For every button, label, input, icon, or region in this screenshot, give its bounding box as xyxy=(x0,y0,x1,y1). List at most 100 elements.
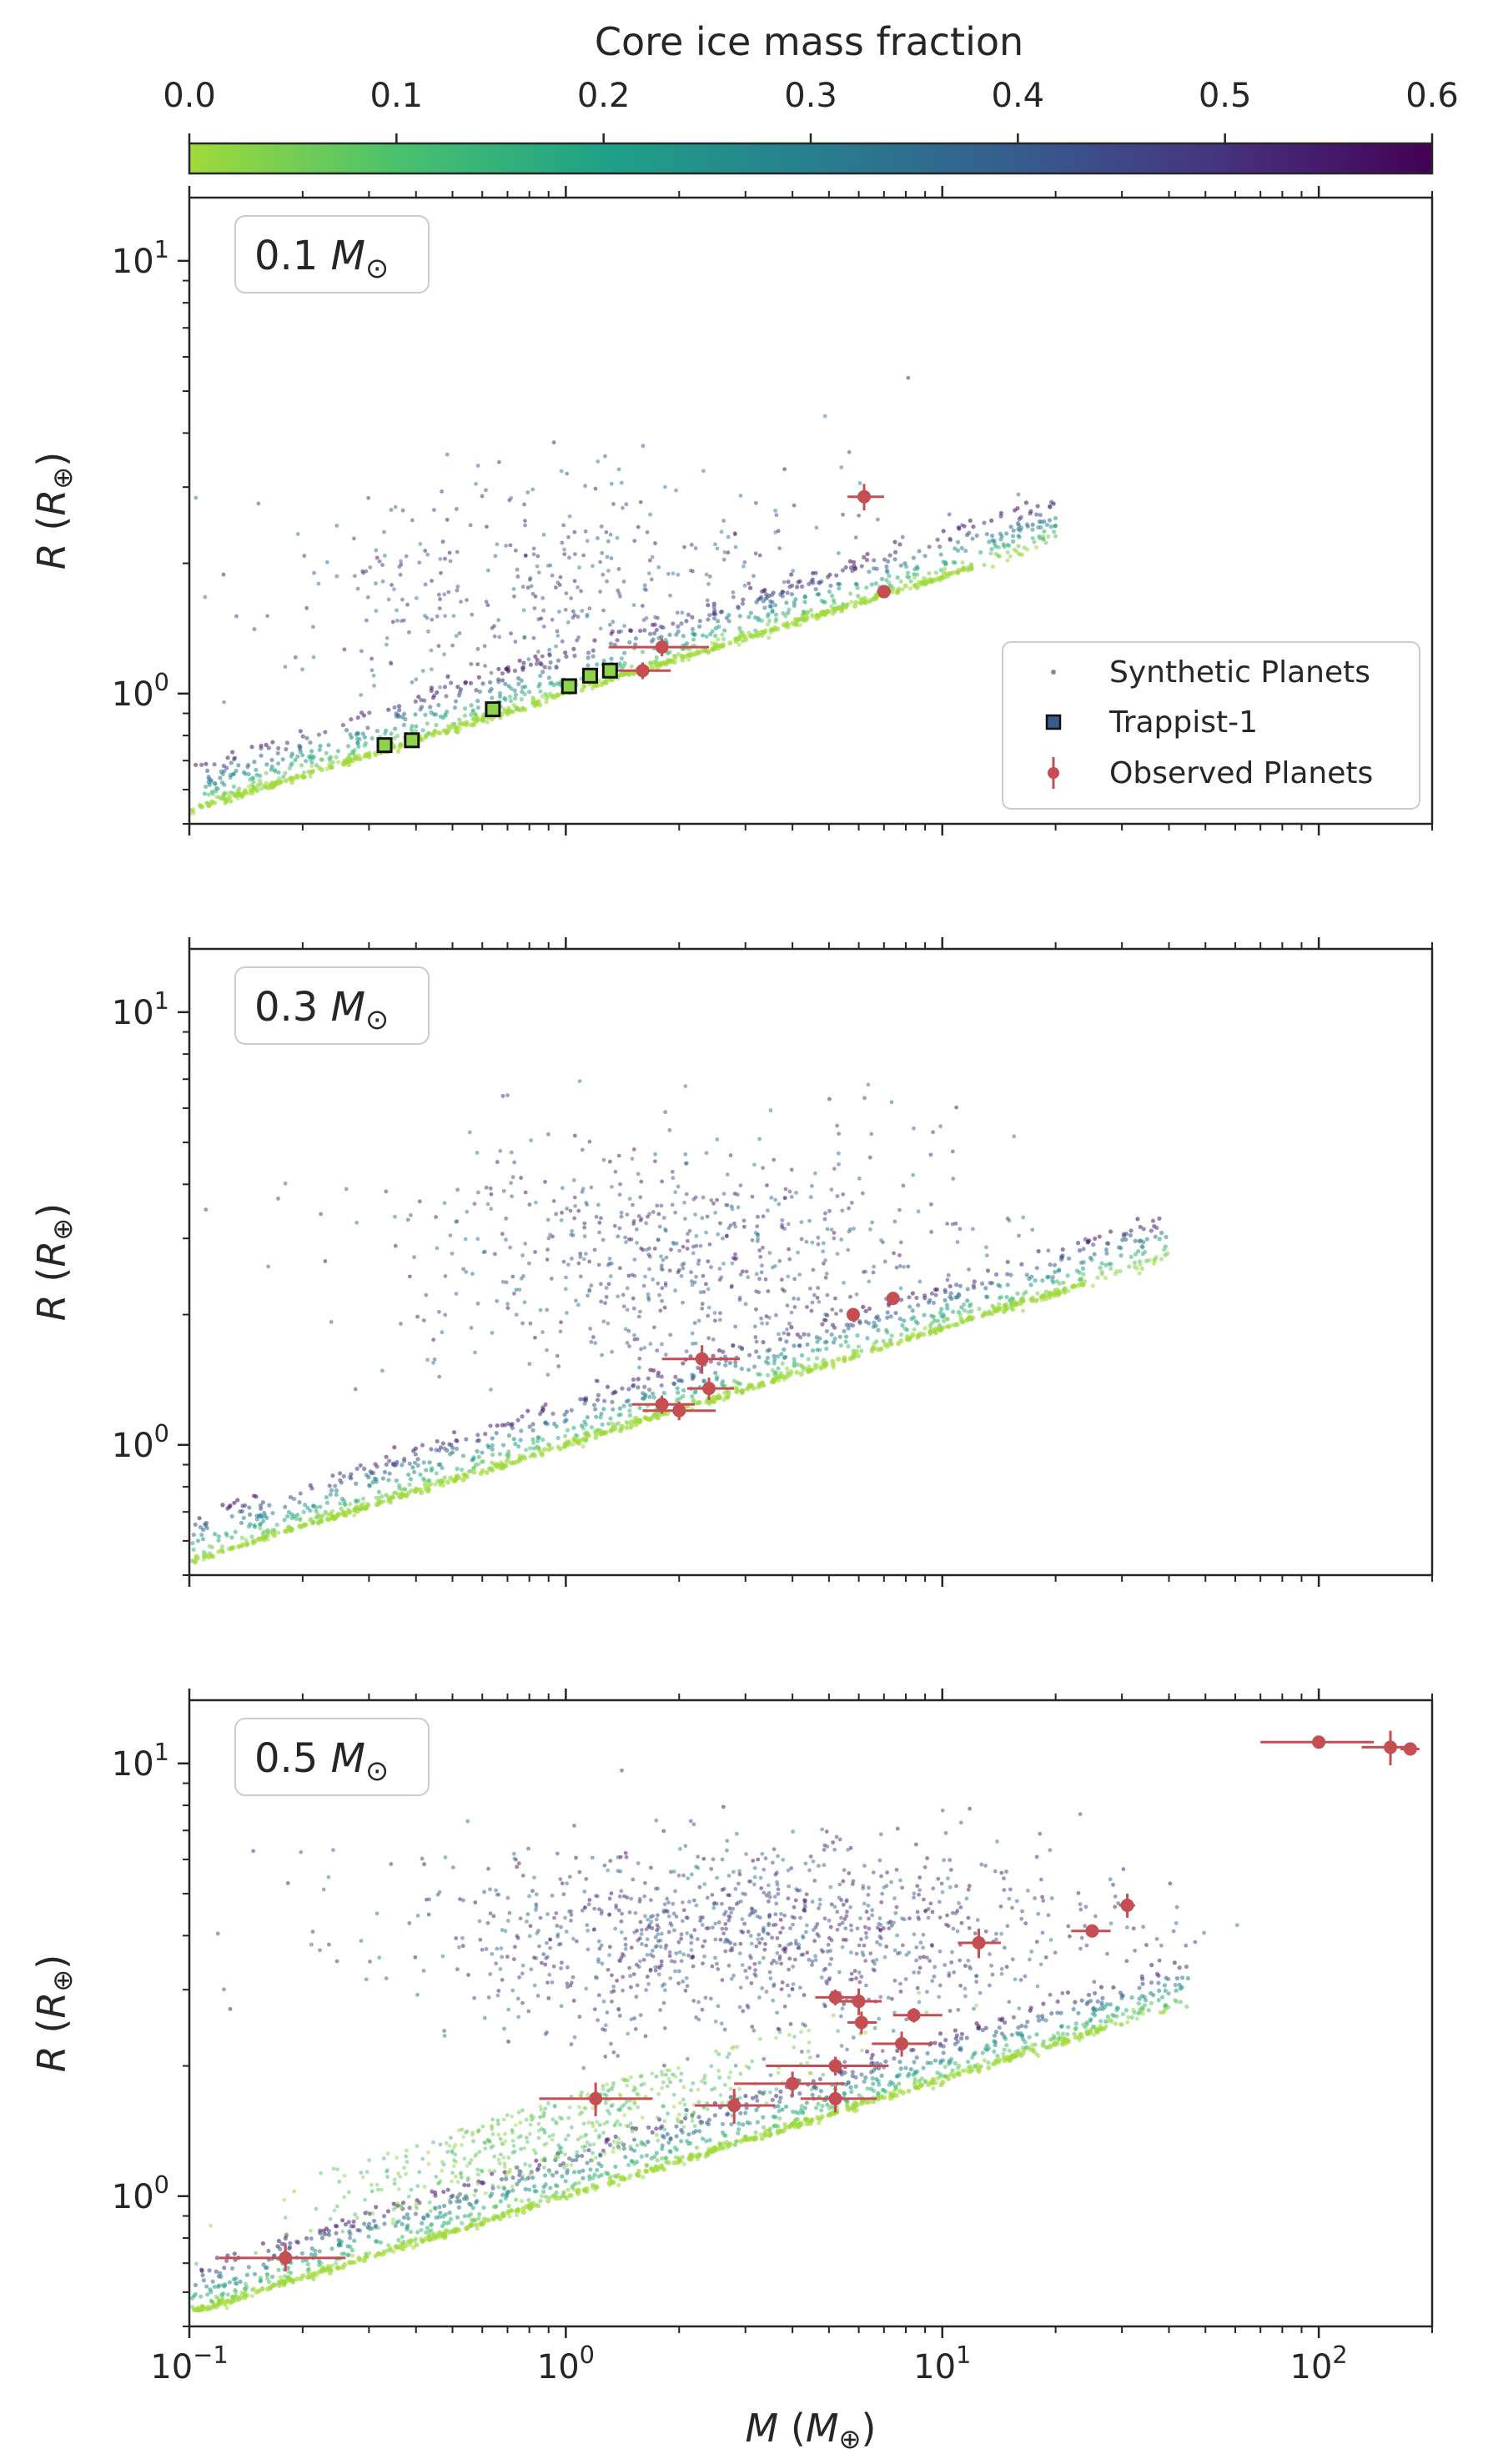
synthetic-planet xyxy=(656,1281,661,1286)
synthetic-planet xyxy=(580,2153,585,2159)
synthetic-planet xyxy=(454,1446,460,1452)
synthetic-planet xyxy=(1164,1234,1169,1240)
synthetic-planet xyxy=(488,2194,493,2199)
synthetic-planet xyxy=(917,1279,922,1284)
synthetic-planet xyxy=(380,1476,385,1481)
synthetic-planet xyxy=(414,595,419,600)
synthetic-planet xyxy=(1124,1232,1129,1237)
synthetic-planet xyxy=(264,770,269,775)
synthetic-planet xyxy=(545,1217,550,1222)
synthetic-planet xyxy=(831,1340,837,1345)
synthetic-planet xyxy=(812,1171,817,1176)
synthetic-planet xyxy=(223,2282,228,2287)
synthetic-planet xyxy=(561,2190,566,2195)
synthetic-planet xyxy=(797,1343,802,1348)
synthetic-planet xyxy=(275,2244,280,2249)
synthetic-planet xyxy=(393,726,398,731)
synthetic-planet xyxy=(475,1150,480,1155)
synthetic-planet xyxy=(679,2120,684,2125)
synthetic-planet xyxy=(534,2158,539,2163)
synthetic-planet xyxy=(1016,492,1021,497)
synthetic-planet xyxy=(1005,550,1010,555)
synthetic-planet xyxy=(1003,2020,1008,2025)
synthetic-planet xyxy=(1134,2016,1139,2021)
synthetic-planet xyxy=(688,568,693,573)
synthetic-planet xyxy=(906,575,912,580)
synthetic-planet xyxy=(562,1419,567,1424)
synthetic-planet xyxy=(892,1251,896,1256)
synthetic-planet xyxy=(537,2162,542,2168)
synthetic-planet xyxy=(731,1342,736,1347)
synthetic-planet xyxy=(631,2137,637,2142)
synthetic-planet xyxy=(428,1481,434,1487)
synthetic-planet xyxy=(1005,1217,1010,1221)
synthetic-planet xyxy=(1023,2024,1028,2029)
synthetic-planet xyxy=(705,1214,710,1219)
synthetic-planet xyxy=(892,2089,897,2094)
synthetic-planet xyxy=(408,2229,414,2235)
synthetic-planet xyxy=(716,1361,721,1366)
synthetic-planet xyxy=(316,732,322,737)
synthetic-planet xyxy=(763,1277,768,1282)
synthetic-planet xyxy=(433,1482,438,1487)
synthetic-planet xyxy=(485,720,490,725)
synthetic-planet xyxy=(409,726,414,732)
synthetic-planet xyxy=(382,553,387,558)
synthetic-planet xyxy=(724,615,729,620)
synthetic-planet xyxy=(1127,1264,1132,1269)
synthetic-planet xyxy=(741,1218,747,1223)
synthetic-planet xyxy=(249,2293,255,2299)
synthetic-planet xyxy=(435,690,440,695)
synthetic-planet xyxy=(500,1093,505,1098)
synthetic-planet xyxy=(203,1522,208,1527)
synthetic-planet xyxy=(878,1346,884,1352)
synthetic-planet xyxy=(777,2116,782,2121)
synthetic-planet xyxy=(457,717,462,722)
synthetic-planet xyxy=(527,1362,532,1367)
synthetic-planet xyxy=(233,2293,238,2298)
synthetic-planet xyxy=(1080,1282,1086,1287)
synthetic-planet xyxy=(1081,1247,1086,1252)
synthetic-planet xyxy=(740,1346,744,1350)
synthetic-planet xyxy=(484,1469,490,1475)
synthetic-planet xyxy=(211,2303,217,2309)
synthetic-planet xyxy=(797,623,802,628)
synthetic-planet xyxy=(773,2123,778,2129)
synthetic-planet xyxy=(419,737,425,743)
synthetic-planet xyxy=(710,629,715,634)
synthetic-planet xyxy=(989,1311,995,1317)
synthetic-planet xyxy=(724,1233,729,1238)
synthetic-planet xyxy=(536,1446,541,1451)
synthetic-planet xyxy=(539,616,544,621)
synthetic-planet xyxy=(386,1478,391,1483)
synthetic-planet xyxy=(721,1378,726,1384)
synthetic-planet xyxy=(422,698,427,703)
synthetic-planet xyxy=(841,512,845,517)
synthetic-planet xyxy=(250,776,255,781)
synthetic-planet xyxy=(832,1167,837,1172)
synthetic-planet xyxy=(813,2085,819,2090)
synthetic-planet xyxy=(1055,1999,1060,2005)
synthetic-planet xyxy=(372,683,376,688)
synthetic-planet xyxy=(659,1383,664,1388)
synthetic-planet xyxy=(722,628,727,633)
synthetic-planet xyxy=(986,2060,991,2065)
synthetic-planet xyxy=(453,1476,459,1482)
synthetic-planet xyxy=(599,1299,604,1304)
synthetic-planet xyxy=(690,1282,695,1287)
synthetic-planet xyxy=(1136,2001,1141,2006)
synthetic-planet xyxy=(792,1343,797,1348)
synthetic-planet xyxy=(599,2172,604,2178)
synthetic-planet xyxy=(910,1291,915,1296)
synthetic-planet xyxy=(233,2288,238,2293)
synthetic-planet xyxy=(722,550,727,555)
synthetic-planet xyxy=(485,1443,490,1448)
synthetic-planet xyxy=(681,634,686,639)
synthetic-planet xyxy=(295,754,300,759)
synthetic-planet xyxy=(535,657,540,662)
synthetic-planet xyxy=(533,594,538,599)
synthetic-planet xyxy=(338,1501,343,1506)
synthetic-planet xyxy=(754,1349,759,1354)
synthetic-planet xyxy=(754,2094,759,2099)
synthetic-planet xyxy=(823,1211,827,1216)
